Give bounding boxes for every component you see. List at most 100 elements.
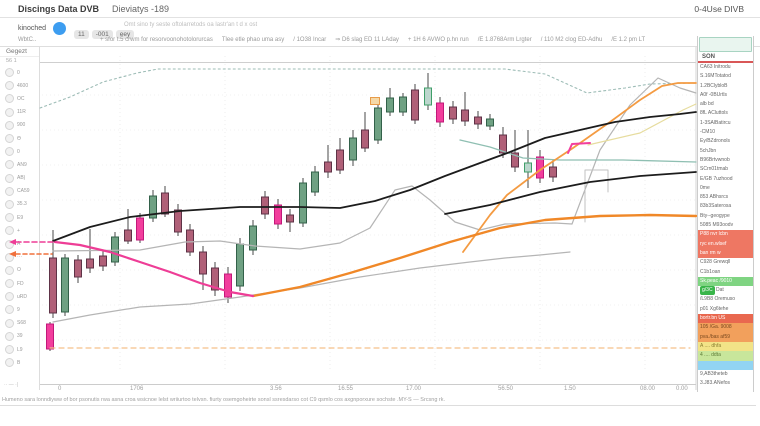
sidebar-tool-item[interactable]: S68	[0, 317, 39, 330]
watchlist-row[interactable]: C1b1oan	[700, 268, 721, 275]
watchlist-row[interactable]: 853 ABhsrcs	[700, 194, 729, 201]
sidebar-tool-item[interactable]: 4600	[0, 79, 39, 92]
watchlist-row[interactable]: 105 /Ga. 9008	[698, 323, 753, 333]
indicator-toolbar-item[interactable]: ⇒ D6 slag ED 11 LAday	[335, 37, 399, 43]
x-axis-line	[40, 384, 696, 385]
sidebar-tool-item[interactable]: 900	[0, 119, 39, 132]
sidebar-tool-item[interactable]: 0	[0, 66, 39, 79]
sidebar-tool-item[interactable]: 35.3	[0, 198, 39, 211]
sidebar-tool-item[interactable]: 9	[0, 303, 39, 316]
sidebar-tool-item[interactable]: OC	[0, 92, 39, 105]
sidebar-tool-item[interactable]: FD	[0, 277, 39, 290]
page-subtitle: Dieviatys -189	[112, 4, 170, 14]
indicator-toolbar-item[interactable]: + 1H 6 AVWO p.hn run	[407, 37, 469, 43]
watchlist-row[interactable]: 9,AB3theteb	[700, 370, 728, 377]
pill-button[interactable]: -001	[91, 30, 113, 39]
tool-icon	[5, 213, 14, 223]
watchlist-row[interactable]: bortr.bn US	[698, 314, 753, 324]
watchlist-row[interactable]: 1.2BClybloB	[700, 82, 728, 89]
panel-top-button[interactable]	[699, 37, 752, 52]
sidebar-tool-item[interactable]: B	[0, 356, 39, 369]
indicator-toolbar-item[interactable]: + sfor t.5 crwm for resorvoonohotolorurc…	[100, 37, 213, 43]
watchlist-row[interactable]: g/3C Dat	[698, 286, 753, 296]
x-axis-tick: 08.00	[640, 386, 656, 392]
status-badge: g/3C	[700, 286, 715, 296]
sidebar-tool-item[interactable]: uRD	[0, 290, 39, 303]
watchlist-row[interactable]	[698, 360, 753, 370]
watchlist-row[interactable]: E/GB 7uzhood	[700, 175, 733, 182]
sidebar-tool-item[interactable]: CA59	[0, 185, 39, 198]
chart-canvas[interactable]	[0, 47, 700, 390]
watchlist-row[interactable]: C928 Grewqll	[700, 259, 731, 266]
tool-icon	[5, 81, 14, 91]
tool-label: uRD	[17, 293, 28, 300]
watchlist-row[interactable]: alb bd	[700, 101, 714, 108]
sidebar-tool-item[interactable]: ···	[0, 251, 39, 264]
sidebar-tool-item[interactable]: O	[0, 264, 39, 277]
watchlist-row[interactable]: ryc en.wlsef	[698, 239, 753, 249]
sidebar-tool-item[interactable]: E9	[0, 211, 39, 224]
watchlist-row[interactable]: S.16MTotatod	[700, 73, 731, 80]
tool-label: AB)	[17, 175, 26, 182]
watchlist-row[interactable]: CA63 Initrodu	[700, 64, 731, 70]
sidebar-tool-item[interactable]: Θ	[0, 132, 39, 145]
tool-label: 35.3	[17, 201, 27, 208]
sidebar-tool-item[interactable]: AN9	[0, 158, 39, 171]
watchlist-row[interactable]: Bty--geogype	[700, 212, 730, 219]
candlestick-chart[interactable]	[0, 47, 700, 390]
watchlist-row[interactable]: 0me	[700, 184, 710, 191]
interval-pills: 11 -001 eey	[74, 23, 137, 41]
tool-icon	[5, 292, 14, 302]
watchlist-row[interactable]: 4 .... ddta	[698, 351, 753, 361]
watchlist-row[interactable]: 1-3SAlBatircu	[700, 119, 731, 126]
x-axis[interactable]: 0 1706 3.56 16.55 17.00 56.50 1.50 08.00 0.00	[0, 386, 700, 398]
watchlist-row[interactable]: /L9B8 Oremuso	[700, 296, 736, 303]
indicator-toolbar-item[interactable]: /E 1.8768Arm Lrgter	[477, 37, 532, 43]
indicator-toolbar-item[interactable]: / 1O38 Incar	[293, 37, 327, 43]
tool-label: 4600	[17, 82, 29, 89]
tool-icon	[5, 358, 14, 368]
pill-button[interactable]: eey	[115, 30, 135, 39]
watchlist-row[interactable]: Ey/BZdronols	[700, 138, 731, 145]
tool-icon	[5, 279, 14, 289]
watchlist-row[interactable]: p01 Xg6tehe	[700, 305, 729, 312]
watchlist-row[interactable]: 3.J83.ANefos	[700, 380, 731, 387]
tool-icon	[5, 345, 14, 355]
watchlist-row[interactable]: 8fL ACluttols	[700, 110, 728, 117]
toolbar-note: Omt sino ty seste oftolarretods oa lastr…	[124, 22, 258, 28]
watchlist-row[interactable]: P88 nvr lcbn	[698, 230, 753, 240]
watchlist-row[interactable]: 83b3Saterosa	[700, 203, 732, 210]
watchlist-row[interactable]: SCrn01tmab	[700, 166, 729, 173]
x-axis-tick: 17.00	[406, 386, 422, 392]
watchlist-row[interactable]: -CM10	[700, 129, 716, 136]
tool-label: +	[17, 227, 20, 234]
pill-button[interactable]: 11	[74, 30, 89, 39]
sidebar-footer: ·· — ·|	[4, 382, 19, 388]
x-axis-tick: 1706	[130, 386, 144, 392]
sidebar-tool-item[interactable]: AB)	[0, 172, 39, 185]
watchlist-row[interactable]: A .... dhfa	[698, 341, 753, 352]
watchlist-row[interactable]: 5085 M93oodv	[700, 222, 734, 229]
account-avatar-toggle[interactable]	[53, 22, 66, 35]
watchlist-row[interactable]: B96Brtvwnob	[700, 156, 730, 163]
sidebar-tool-item[interactable]: 11R	[0, 106, 39, 119]
panel-header: SON	[698, 53, 753, 63]
sidebar-tool-item[interactable]: A	[0, 237, 39, 250]
watchlist-row[interactable]: pva./bas af59	[698, 332, 753, 342]
sidebar-tool-item[interactable]: +	[0, 224, 39, 237]
watchlist-row[interactable]: A0f -0BUrtls	[700, 91, 727, 98]
watchlist-row[interactable]: Sk.peac /9010	[698, 276, 753, 287]
sidebar-tool-item[interactable]: 0	[0, 145, 39, 158]
line-ma-orange-main	[251, 213, 698, 298]
indicator-toolbar-item[interactable]: Tlee etle phao uma asy	[221, 37, 285, 43]
tool-label: FD	[17, 280, 24, 287]
indicator-toolbar-item[interactable]: /E 1.2 pm LT	[611, 37, 646, 43]
tool-label: 900	[17, 122, 26, 129]
tool-icon	[5, 226, 14, 236]
sidebar-tool-item[interactable]: L9	[0, 343, 39, 356]
indicator-toolbar-item[interactable]: / 110 M2 clog ED-Adhu	[540, 37, 603, 43]
watchlist-row[interactable]: 5chJbn	[700, 147, 717, 154]
watchlist-row[interactable]: ban rm w	[698, 248, 753, 259]
sidebar-tool-item[interactable]: 39	[0, 330, 39, 343]
